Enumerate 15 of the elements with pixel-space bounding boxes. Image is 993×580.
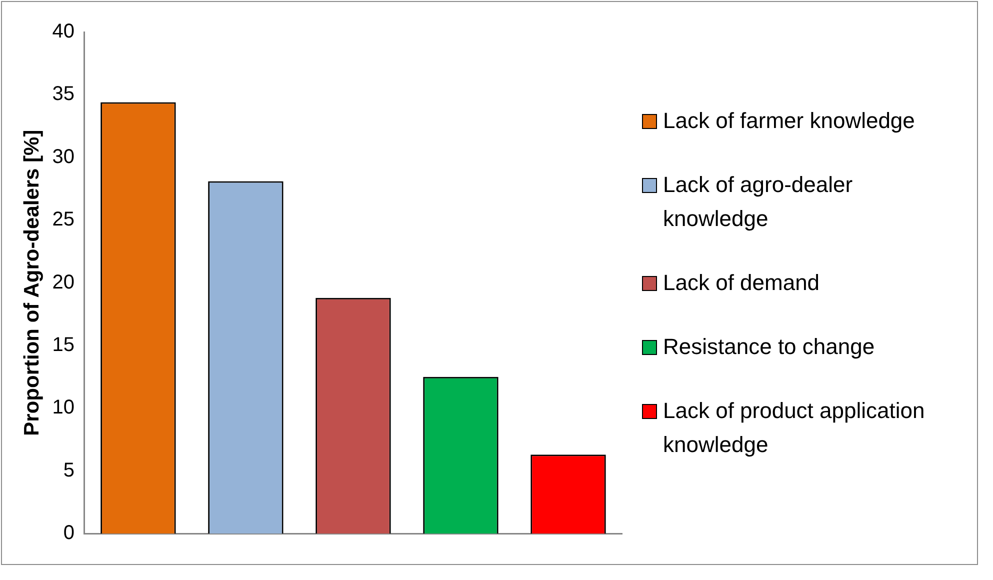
- y-tick-label: 15: [52, 334, 74, 356]
- y-tick-label: 30: [52, 146, 74, 168]
- y-tick-label: 20: [52, 271, 74, 294]
- y-tick-label: 25: [52, 208, 74, 231]
- y-tick-label: 35: [52, 83, 74, 106]
- legend-label: Lack of demand: [663, 269, 821, 297]
- legend-label: Lack of product application knowledge: [663, 397, 926, 459]
- y-tick-label: 0: [63, 522, 74, 544]
- y-tick-label: 40: [52, 20, 74, 43]
- y-axis-title: Proportion of Agro-dealers [%]: [20, 130, 44, 436]
- legend-label: Resistance to change: [663, 333, 876, 361]
- y-tick-label: 10: [52, 396, 74, 419]
- legend-label: Lack of agro-dealer knowledge: [663, 171, 854, 233]
- y-tick-label: 5: [63, 459, 74, 482]
- legend-label: Lack of farmer knowledge: [663, 107, 916, 135]
